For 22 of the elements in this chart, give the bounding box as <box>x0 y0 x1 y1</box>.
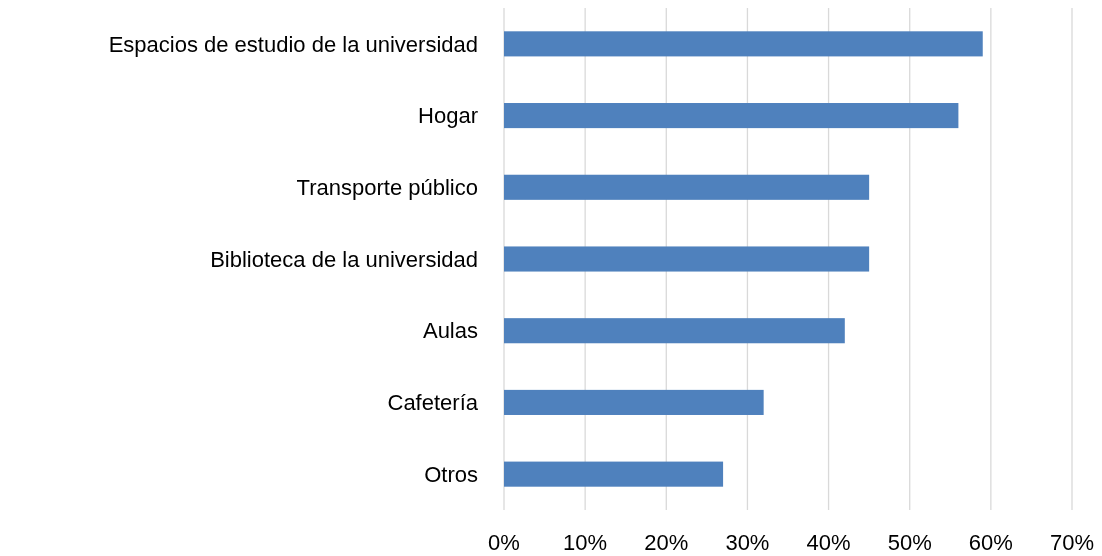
x-tick-label: 20% <box>644 530 689 555</box>
x-tick-label: 30% <box>725 530 770 555</box>
y-tick-label: Hogar <box>418 103 478 129</box>
bar <box>504 318 845 344</box>
y-tick-label: Cafetería <box>387 390 479 416</box>
bar <box>504 461 724 487</box>
y-tick-label: Transporte público <box>296 174 478 200</box>
bar <box>504 174 870 200</box>
y-tick-label: Aulas <box>422 318 478 344</box>
x-tick-label: 60% <box>968 530 1013 555</box>
bar <box>504 389 764 415</box>
bar <box>504 31 983 57</box>
x-tick-label: 0% <box>488 530 520 555</box>
x-tick-label: 50% <box>887 530 932 555</box>
x-tick-label: 70% <box>1049 530 1095 555</box>
x-tick-label: 40% <box>806 530 851 555</box>
y-tick-label: Otros <box>424 461 478 487</box>
bar <box>504 103 959 129</box>
y-tick-label: Espacios de estudio de la universidad <box>108 31 478 57</box>
bar <box>504 246 870 272</box>
x-tick-label: 10% <box>563 530 608 555</box>
y-tick-label: Biblioteca de la universidad <box>210 246 478 272</box>
